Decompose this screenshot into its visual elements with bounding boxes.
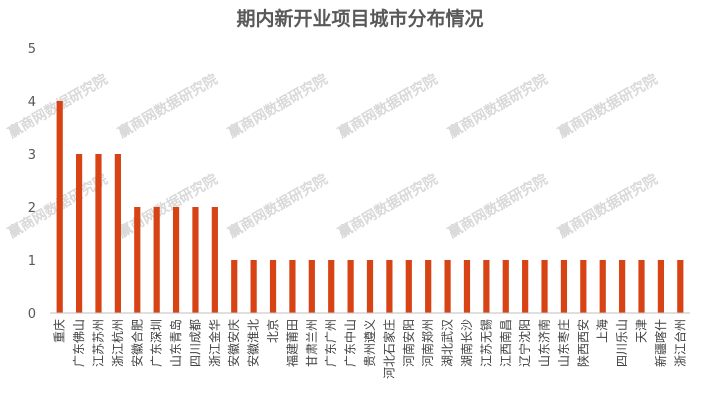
bar-32 (657, 260, 665, 313)
x-tick-label: 浙江杭州 (110, 319, 125, 367)
bar-11 (250, 260, 257, 313)
bar-12 (269, 260, 277, 313)
x-tick-label: 山东枣庄 (556, 319, 571, 367)
watermark-text: 赢商网数据研究院 (335, 71, 440, 142)
y-tick-label: 0 (28, 307, 36, 322)
x-tick-label: 甘肃兰州 (305, 319, 319, 367)
y-tick-label: 4 (28, 95, 36, 110)
x-tick-label: 湖南长沙 (459, 319, 474, 367)
x-tick-label: 广东深圳 (150, 319, 164, 367)
bar-30 (619, 260, 626, 313)
y-axis: 0 1 2 3 4 5 (28, 42, 36, 322)
x-tick-label: 重庆 (53, 319, 67, 343)
watermark-text: 赢商网数据研究院 (335, 171, 440, 242)
bar-27 (560, 260, 568, 313)
bar-14 (308, 260, 315, 313)
bar-5 (134, 207, 141, 313)
x-tick-label: 辽宁沈阳 (517, 319, 532, 367)
x-tick-label: 湖北武汉 (440, 319, 455, 367)
bar-15 (328, 260, 335, 313)
bar-8 (192, 207, 199, 313)
x-tick-label: 浙江金华 (207, 319, 222, 367)
bar-29 (599, 260, 606, 313)
watermark-text: 赢商网数据研究院 (225, 71, 330, 142)
x-tick-label: 广东中山 (343, 319, 358, 367)
bar-10 (231, 260, 238, 313)
x-tick-label: 河南安阳 (401, 319, 416, 367)
bar-25 (522, 260, 529, 313)
x-tick-label: 江西南昌 (498, 319, 513, 367)
x-tick-label: 贵州遵义 (362, 319, 377, 367)
bar-2 (75, 154, 83, 313)
x-tick-label: 广东广州 (324, 319, 338, 367)
x-tick-label: 江苏无锡 (478, 319, 493, 367)
x-tick-label: 江苏苏州 (91, 319, 105, 367)
bar-22 (463, 260, 471, 313)
x-tick-label: 广东佛山 (72, 319, 86, 367)
x-tick-label: 四川成都 (188, 319, 202, 367)
bar-3 (95, 154, 102, 313)
bar-33 (677, 260, 684, 313)
bar-1 (56, 101, 63, 313)
x-axis-labels: 重庆 广东佛山 江苏苏州 浙江杭州 安徽合肥 广东深圳 山东青岛 四川成都 浙江金华 安徽安庆 安徽… (53, 319, 688, 379)
bar-26 (541, 260, 548, 313)
chart-title: 期内新开业项目城市分布情况 (236, 7, 483, 30)
x-tick-label: 新疆喀什 (653, 319, 668, 367)
bar-20 (425, 260, 432, 313)
bar-9 (211, 207, 218, 313)
watermark-text: 赢商网数据研究院 (445, 171, 550, 242)
bar-19 (405, 260, 412, 313)
x-tick-label: 陕西西安 (575, 319, 590, 367)
x-tick-label: 四川乐山 (615, 319, 629, 367)
bar-17 (366, 260, 374, 313)
y-tick-label: 2 (28, 201, 36, 216)
x-tick-label: 福建莆田 (284, 319, 299, 367)
y-tick-label: 5 (28, 42, 36, 57)
bar-7 (172, 207, 180, 313)
watermarks: 赢商网数据研究院 赢商网数据研究院 赢商网数据研究院 赢商网数据研究院 赢商网数据研究院… (5, 71, 660, 242)
x-tick-label: 上海 (595, 319, 610, 343)
bar-21 (444, 260, 451, 313)
x-tick-label: 山东济南 (537, 319, 552, 367)
x-tick-label: 天津 (635, 319, 649, 343)
bar-24 (502, 260, 509, 313)
x-tick-label: 北京 (266, 319, 280, 343)
y-tick-label: 3 (28, 148, 36, 163)
watermark-text: 赢商网数据研究院 (445, 71, 550, 142)
bar-23 (483, 260, 490, 313)
bar-16 (347, 260, 354, 313)
x-tick-label: 安徽合肥 (129, 319, 144, 367)
x-tick-label: 河北石家庄 (381, 319, 396, 379)
bar-4 (114, 154, 121, 313)
x-tick-label: 安徽安庆 (226, 319, 241, 367)
watermark-text: 赢商网数据研究院 (555, 71, 660, 142)
bar-28 (580, 260, 587, 313)
bar-31 (638, 260, 645, 313)
bar-13 (289, 260, 296, 313)
bar-6 (153, 207, 160, 313)
x-tick-label: 山东青岛 (168, 319, 183, 367)
x-tick-label: 浙江台州 (672, 319, 687, 367)
bar-18 (386, 260, 393, 313)
watermark-text: 赢商网数据研究院 (115, 171, 220, 242)
x-tick-label: 安徽淮北 (246, 319, 261, 367)
watermark-text: 赢商网数据研究院 (555, 171, 660, 242)
watermark-text: 赢商网数据研究院 (225, 171, 330, 242)
bars (56, 101, 684, 313)
y-tick-label: 1 (28, 254, 36, 269)
x-tick-label: 河南郑州 (420, 319, 435, 367)
watermark-text: 赢商网数据研究院 (115, 71, 220, 142)
